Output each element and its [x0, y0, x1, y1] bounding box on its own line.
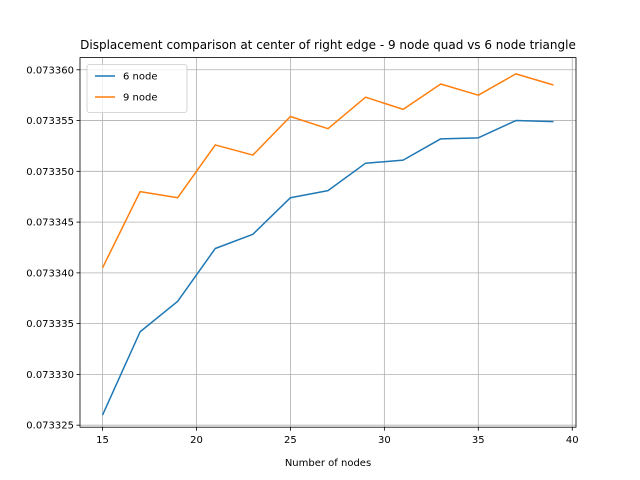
x-axis-label: Number of nodes: [285, 458, 371, 469]
y-tick-label: 0.073330: [26, 370, 74, 381]
legend-label: 9 node: [123, 93, 158, 104]
series-layer: [101, 73, 554, 416]
y-tick-label: 0.073340: [26, 268, 74, 279]
grid-lines: [80, 57, 576, 428]
y-tick-label: 0.073335: [26, 319, 74, 330]
y-tick-label: 0.073355: [26, 116, 74, 127]
x-tick-label: 25: [284, 435, 297, 446]
y-axis: 0.073325 0.073330 0.073335 0.073340 0.073345…: [26, 65, 80, 432]
x-tick-label: 35: [472, 435, 485, 446]
chart-title: Displacement comparison at center of rig…: [80, 38, 576, 52]
x-tick-label: 30: [378, 435, 391, 446]
legend-label: 6 node: [123, 72, 158, 83]
series-line-6-node: [101, 119, 554, 416]
x-axis: 15 20 25 30 35 40: [96, 427, 579, 446]
y-tick-label: 0.073350: [26, 167, 74, 178]
x-tick-label: 15: [96, 435, 109, 446]
y-tick-label: 0.073345: [26, 218, 74, 229]
y-tick-label: 0.073325: [26, 421, 74, 432]
x-tick-label: 20: [190, 435, 203, 446]
series-line-9-node: [101, 73, 554, 269]
y-tick-label: 0.073360: [26, 65, 74, 76]
plot-frame: [79, 57, 577, 428]
legend: 6 node 9 node: [86, 64, 188, 113]
x-tick-label: 40: [566, 435, 579, 446]
